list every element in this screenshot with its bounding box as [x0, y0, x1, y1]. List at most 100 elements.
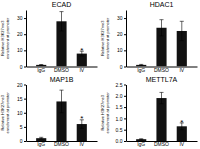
y-tick-label: 5: [20, 124, 23, 130]
y-tick-line: [124, 107, 126, 108]
y-tick-line: [24, 50, 26, 51]
bar: [156, 98, 166, 141]
error-cap: [39, 64, 43, 65]
bar: [36, 65, 46, 67]
panel: 0102030IgGDMSOIVHDAC1Relative H3K27me3en…: [100, 1, 198, 73]
x-tick-label: IV: [79, 67, 84, 73]
marks: [136, 92, 187, 141]
x-tick: IV: [179, 67, 184, 73]
marks: [36, 90, 87, 141]
y-label-line: enrichment at promoter: [5, 17, 10, 59]
y-tick-label: 10: [117, 47, 123, 53]
x-tick-label: IV: [79, 141, 84, 147]
y-label: Relative H3K27me3enrichment at promoter: [100, 91, 110, 133]
x-tick: IgG: [37, 141, 45, 147]
title: HDAC1: [150, 1, 174, 8]
y-tick: 0: [120, 64, 126, 70]
y-tick-label: 0: [120, 64, 123, 70]
y-tick-line: [24, 18, 26, 19]
error-cap: [159, 35, 163, 36]
y-tick-line: [124, 34, 126, 35]
y-tick: 2.0: [116, 93, 126, 99]
x-tick-label: IV: [179, 141, 184, 147]
y-tick: 1.0: [116, 116, 126, 122]
error-cap: [139, 138, 143, 139]
title: METTL7A: [146, 76, 178, 83]
y-tick-label: 20: [17, 31, 23, 37]
y-tick: 15: [17, 96, 26, 102]
y-tick: 5: [20, 124, 26, 130]
y-tick: 10: [117, 47, 126, 53]
y-tick: 0: [20, 138, 26, 144]
error-cap: [139, 65, 143, 66]
error-bar: [159, 92, 163, 103]
y-tick-line: [24, 99, 26, 100]
error-bar: [159, 20, 163, 36]
panel: 05101520IgGDMSOIV*MAP1BRelative H3K27me3…: [0, 76, 98, 148]
y-tick-line: [24, 113, 26, 114]
y-tick-label: 10: [17, 47, 23, 53]
x-tick-label: DMSO: [54, 141, 69, 147]
x-tick: IV: [79, 141, 84, 147]
error-bar: [139, 138, 143, 140]
error-cap: [180, 40, 184, 41]
error-bar: [139, 64, 143, 66]
x-tick: IV: [179, 141, 184, 147]
error-stem: [161, 92, 162, 103]
title: MAP1B: [50, 76, 74, 83]
y-tick-line: [124, 96, 126, 97]
y-tick: 0.5: [116, 127, 126, 133]
y-tick-label: 20: [117, 31, 123, 37]
y-tick-label: 20: [17, 82, 23, 88]
error-stem: [181, 21, 182, 40]
x-tick-label: IgG: [37, 141, 45, 147]
error-cap: [39, 137, 43, 138]
x-axis: IgG DMSO IV: [27, 67, 98, 73]
error-cap: [180, 129, 184, 130]
error-cap: [80, 56, 84, 57]
x-axis: IgGDMSOIV: [127, 141, 198, 147]
y-tick-line: [124, 141, 126, 142]
x-tick-label: IgG: [37, 67, 45, 73]
x-tick: DMSO: [54, 67, 69, 73]
bar: [136, 139, 146, 141]
x-tick-label: DMSO: [154, 67, 169, 73]
y-axis: 0102030: [17, 11, 27, 70]
y-axis: 0 10 20 30: [117, 11, 127, 70]
error-cap: [139, 64, 143, 65]
error-cap: [180, 21, 184, 22]
y-tick: 1.5: [116, 104, 126, 110]
annotation: *: [80, 114, 83, 123]
y-tick-label: 1.0: [116, 116, 123, 122]
y-axis: 0.00.51.01.52.02.5: [116, 82, 127, 145]
x-tick: IV: [79, 67, 84, 73]
y-tick: 20: [17, 82, 26, 88]
y-tick-label: 30: [17, 15, 23, 21]
x-tick: DMSO: [154, 141, 169, 147]
y-tick-label: 1.5: [116, 104, 123, 110]
y-label-line: enrichment at promoter: [105, 17, 110, 59]
y-tick-line: [124, 18, 126, 19]
error-cap: [59, 30, 63, 31]
y-tick-line: [124, 67, 126, 68]
y-label: Relative H3K27me3enrichment at promoter: [0, 91, 10, 133]
error-bar: [39, 137, 43, 139]
y-axis-line: [126, 85, 127, 142]
bar: [36, 138, 46, 141]
error-stem: [61, 12, 62, 31]
error-cap: [39, 139, 43, 140]
y-tick: 20: [17, 31, 26, 37]
error-cap: [59, 11, 63, 12]
x-tick-label: DMSO: [154, 141, 169, 147]
error-bar: [39, 64, 43, 66]
error-cap: [39, 65, 43, 66]
x-axis: IgG DMSO IV: [27, 141, 98, 147]
y-tick: 30: [117, 15, 126, 21]
error-bar: [59, 12, 63, 31]
panel: 0.00.51.01.52.02.5IgGDMSOIV*METTL7ARelat…: [100, 76, 198, 148]
error-cap: [139, 139, 143, 140]
y-tick-line: [24, 85, 26, 86]
error-cap: [59, 90, 63, 91]
y-axis-line: [26, 85, 27, 142]
y-tick-label: 0.0: [116, 138, 123, 144]
